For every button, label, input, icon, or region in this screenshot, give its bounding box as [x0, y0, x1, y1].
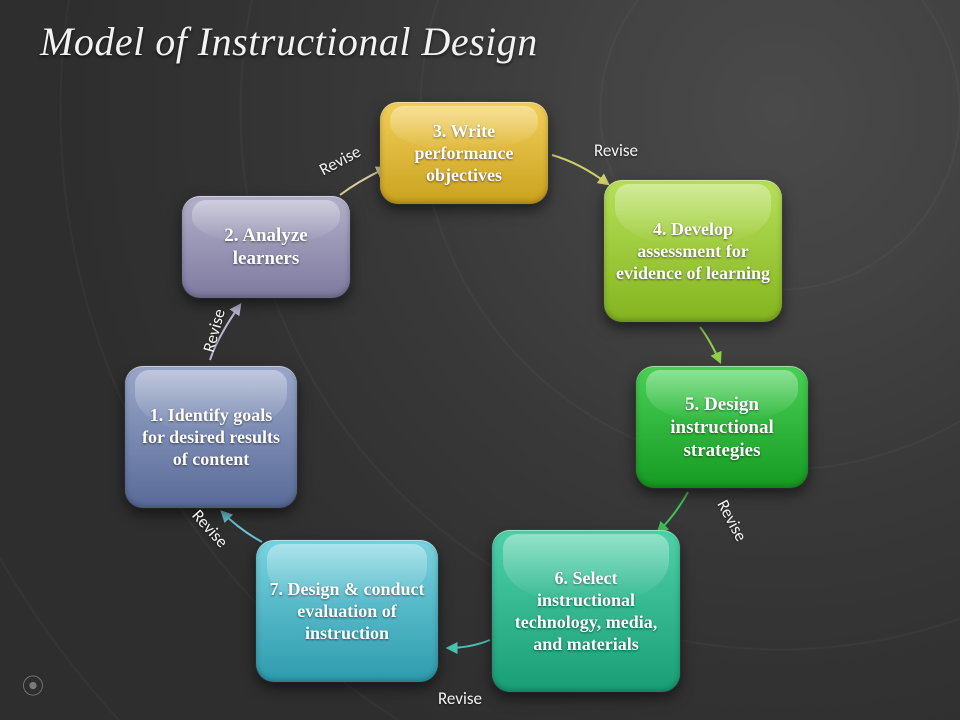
- node-label: 7. Design & conduct evaluation of instru…: [268, 578, 426, 644]
- node-n5: 5. Design instructional strategies: [636, 366, 808, 488]
- edge-label-n3-n4: Revise: [594, 140, 638, 161]
- edge-label-n2-n3: Revise: [316, 141, 365, 180]
- node-label: 3. Write performance objectives: [392, 120, 536, 186]
- node-label: 1. Identify goals for desired results of…: [137, 404, 285, 470]
- node-n2: 2. Analyze learners: [182, 196, 350, 298]
- node-label: 2. Analyze learners: [194, 224, 338, 270]
- node-n7: 7. Design & conduct evaluation of instru…: [256, 540, 438, 682]
- bullet-icon: ⦿: [22, 680, 36, 694]
- slide-title: Model of Instructional Design: [40, 18, 538, 65]
- edge-label-n5-n6: Revise: [712, 496, 751, 545]
- node-n1: 1. Identify goals for desired results of…: [125, 366, 297, 508]
- slide-canvas: Model of Instructional Design ⦿ 1. Ident…: [0, 0, 960, 720]
- node-label: 5. Design instructional strategies: [648, 393, 796, 462]
- node-label: 6. Select instructional technology, medi…: [504, 567, 668, 655]
- arrow-n4-n5: [700, 327, 720, 362]
- node-n4: 4. Develop assessment for evidence of le…: [604, 180, 782, 322]
- edge-label-n1-n2: Revise: [198, 307, 230, 355]
- arrow-n6-n7: [448, 640, 490, 648]
- node-n6: 6. Select instructional technology, medi…: [492, 530, 680, 692]
- edge-label-n7-n1: Revise: [187, 505, 232, 552]
- node-label: 4. Develop assessment for evidence of le…: [616, 218, 770, 284]
- node-n3: 3. Write performance objectives: [380, 102, 548, 204]
- edge-label-n6-n7: Revise: [438, 688, 482, 709]
- arrow-n5-n6: [658, 492, 688, 532]
